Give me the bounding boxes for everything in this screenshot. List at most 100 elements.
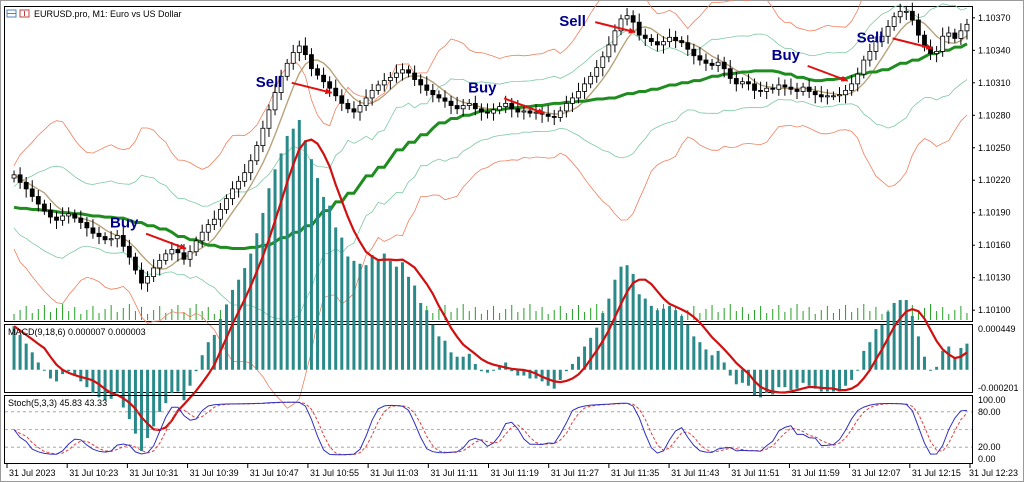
candle	[800, 86, 806, 92]
buy-label: Buy	[110, 215, 139, 232]
candle	[715, 61, 721, 66]
macd-histogram-bar	[935, 366, 939, 370]
signal-arrow	[503, 97, 545, 115]
macd-histogram-bar	[510, 369, 514, 372]
macd-histogram-bar	[716, 350, 720, 370]
macd-histogram-bar	[419, 302, 423, 370]
candle	[606, 44, 612, 58]
time-tick-label: 31 Jul 12:07	[852, 468, 901, 478]
candle	[509, 102, 515, 110]
macd-histogram-bar	[661, 308, 665, 370]
macd-histogram-bar	[710, 355, 714, 370]
stoch-label: Stoch(5,3,3) 45.83 43.33	[8, 398, 107, 408]
candle	[691, 48, 697, 57]
candle	[211, 218, 217, 226]
macd-histogram-bar	[825, 369, 829, 392]
macd-histogram-bar	[30, 352, 34, 370]
macd-histogram-bar	[334, 227, 338, 370]
candle	[448, 100, 454, 106]
macd-histogram-bar	[613, 279, 617, 370]
candle	[958, 30, 964, 39]
signal-arrow	[892, 37, 933, 50]
candle	[776, 84, 782, 90]
macd-histogram-bar	[467, 353, 471, 370]
macd-histogram-bar	[922, 356, 926, 370]
candle	[485, 111, 490, 114]
price-tick-label: 1.10130	[978, 273, 1011, 283]
macd-histogram-bar	[291, 128, 295, 370]
macd-histogram-bar	[868, 342, 872, 370]
candle	[333, 87, 339, 97]
macd-histogram-bar	[328, 205, 332, 370]
macd-histogram-bar	[297, 119, 301, 370]
candle	[266, 109, 272, 129]
candle	[442, 97, 448, 102]
macd-histogram-bar	[146, 369, 150, 439]
candle	[23, 182, 29, 190]
macd-histogram-bar	[267, 188, 271, 370]
macd-histogram-bar	[103, 369, 107, 401]
candle	[126, 245, 132, 258]
macd-histogram-bar	[261, 212, 265, 370]
macd-histogram-bar	[255, 233, 259, 370]
candle	[703, 59, 709, 64]
candle	[254, 145, 260, 162]
price-panel[interactable]	[4, 6, 973, 322]
candle	[96, 232, 102, 237]
macd-histogram-bar	[243, 268, 247, 370]
macd-histogram-bar	[485, 369, 489, 373]
macd-histogram-bar	[455, 356, 459, 370]
candle	[139, 269, 144, 284]
candle	[491, 109, 496, 114]
macd-histogram-bar	[734, 369, 738, 385]
candle	[236, 180, 242, 190]
macd-histogram-bar	[42, 369, 46, 371]
candle	[309, 54, 314, 70]
candle	[108, 238, 114, 241]
candle	[11, 174, 17, 179]
candle	[897, 10, 903, 18]
price-tick-label: 1.10220	[978, 175, 1011, 185]
candle	[721, 61, 727, 70]
candle	[655, 41, 660, 46]
candle	[102, 236, 108, 241]
candle	[946, 32, 952, 37]
macd-histogram-bar	[206, 342, 210, 370]
macd-histogram-bar	[649, 305, 653, 370]
candle	[642, 34, 648, 39]
chart-title: EURUSD.pro, M1: Euro vs US Dollar	[6, 9, 182, 19]
candle	[418, 79, 424, 86]
candle	[66, 213, 72, 217]
macd-tick-label: -0.000201	[978, 383, 1019, 393]
candle	[916, 19, 921, 36]
macd-histogram-bar	[36, 362, 40, 370]
time-tick-label: 31 Jul 2023	[9, 468, 56, 478]
macd-histogram-bar	[583, 346, 587, 370]
candle	[84, 222, 90, 229]
candle	[472, 102, 478, 110]
macd-histogram-bar	[218, 318, 222, 370]
macd-histogram-bar	[73, 369, 77, 376]
candle	[78, 217, 84, 223]
macd-histogram-bar	[212, 334, 216, 370]
macd-histogram-bar	[48, 369, 52, 379]
macd-histogram-bar	[698, 342, 702, 370]
price-tick-label: 1.10160	[978, 240, 1011, 250]
stoch-panel[interactable]	[4, 395, 973, 464]
macd-plot	[12, 119, 969, 452]
candle	[187, 251, 193, 260]
macd-histogram-bar	[607, 298, 611, 370]
macd-histogram-bar	[631, 273, 635, 370]
macd-histogram-bar	[273, 169, 277, 370]
macd-histogram-bar	[364, 265, 368, 370]
bollinger-inner-lower	[13, 79, 968, 324]
macd-panel[interactable]	[4, 324, 973, 393]
macd-histogram-bar	[759, 369, 763, 398]
candle	[114, 235, 120, 240]
macd-histogram-bar	[637, 294, 641, 370]
macd-histogram-bar	[589, 337, 593, 370]
macd-histogram-bar	[953, 358, 957, 370]
candle	[661, 41, 666, 46]
candle	[727, 68, 733, 79]
